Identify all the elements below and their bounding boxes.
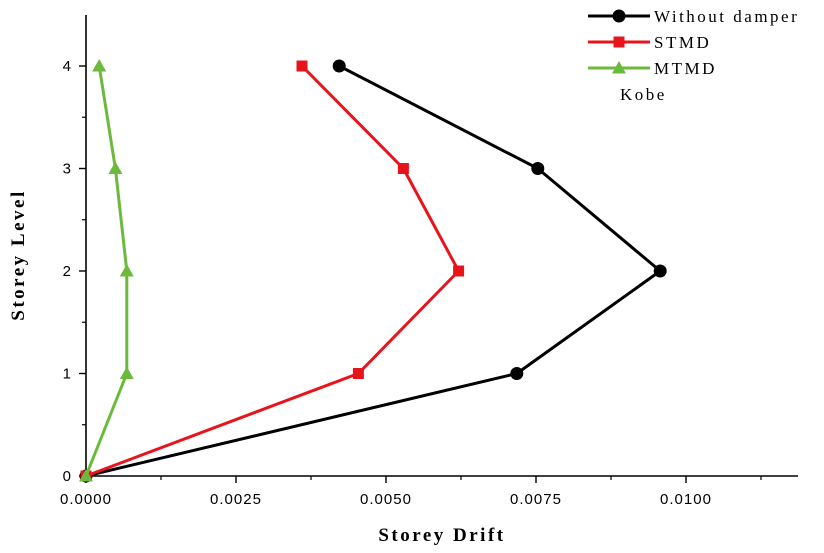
y-tick-label: 0 [63,468,72,485]
y-axis-title: Storey Level [8,189,29,321]
data-point-without-damper [653,264,667,278]
y-axis-ticks: 0 1 2 3 4 [63,58,86,485]
series [79,59,667,483]
x-tick-label: 0.0100 [660,491,712,508]
x-axis-ticks: 0.0000 0.0025 0.0050 0.0075 0.0100 [60,476,762,508]
series-stmd [80,60,465,482]
data-point-mtmd [79,469,93,482]
legend-label: MTMD [654,59,717,78]
data-point-stmd [453,265,465,277]
legend-swatch-marker [612,9,626,23]
axes [85,15,798,477]
x-axis-title: Storey Drift [378,525,505,546]
data-point-without-damper [332,59,346,73]
series-line-without-damper [85,64,662,478]
x-tick-label: 0.0075 [510,491,562,508]
legend-swatch-marker [613,36,625,48]
y-tick-label: 1 [63,366,72,383]
data-point-stmd [296,60,308,72]
series-without-damper [79,59,667,483]
y-tick-label: 4 [63,58,72,75]
legend-swatch-marker [612,61,626,74]
legend-item-mtmd: MTMD [588,59,717,78]
data-point-mtmd [119,264,134,277]
x-tick-label: 0.0050 [360,491,412,508]
data-point-stmd [352,368,364,379]
data-point-without-damper [531,162,545,175]
legend-note: Kobe [620,85,667,104]
data-point-mtmd [119,366,134,379]
x-tick-label: 0.0025 [210,491,262,508]
data-point-mtmd [92,59,107,72]
legend-label: Without damper [654,7,799,26]
legend-label: STMD [654,33,711,52]
series-line-stmd [85,64,461,478]
y-tick-label: 3 [63,161,72,178]
x-tick-label: 0.0000 [60,491,112,508]
series-mtmd [79,59,134,482]
y-tick-label: 2 [63,263,72,280]
data-point-stmd [397,163,409,174]
data-point-mtmd [108,161,123,174]
legend-item-stmd: STMD [588,33,711,52]
data-point-without-damper [510,367,524,380]
legend-item-without-damper: Without damper [588,7,799,26]
series-line-mtmd [84,65,129,477]
legend: Without damper STMD MTMD Kobe [588,7,799,104]
